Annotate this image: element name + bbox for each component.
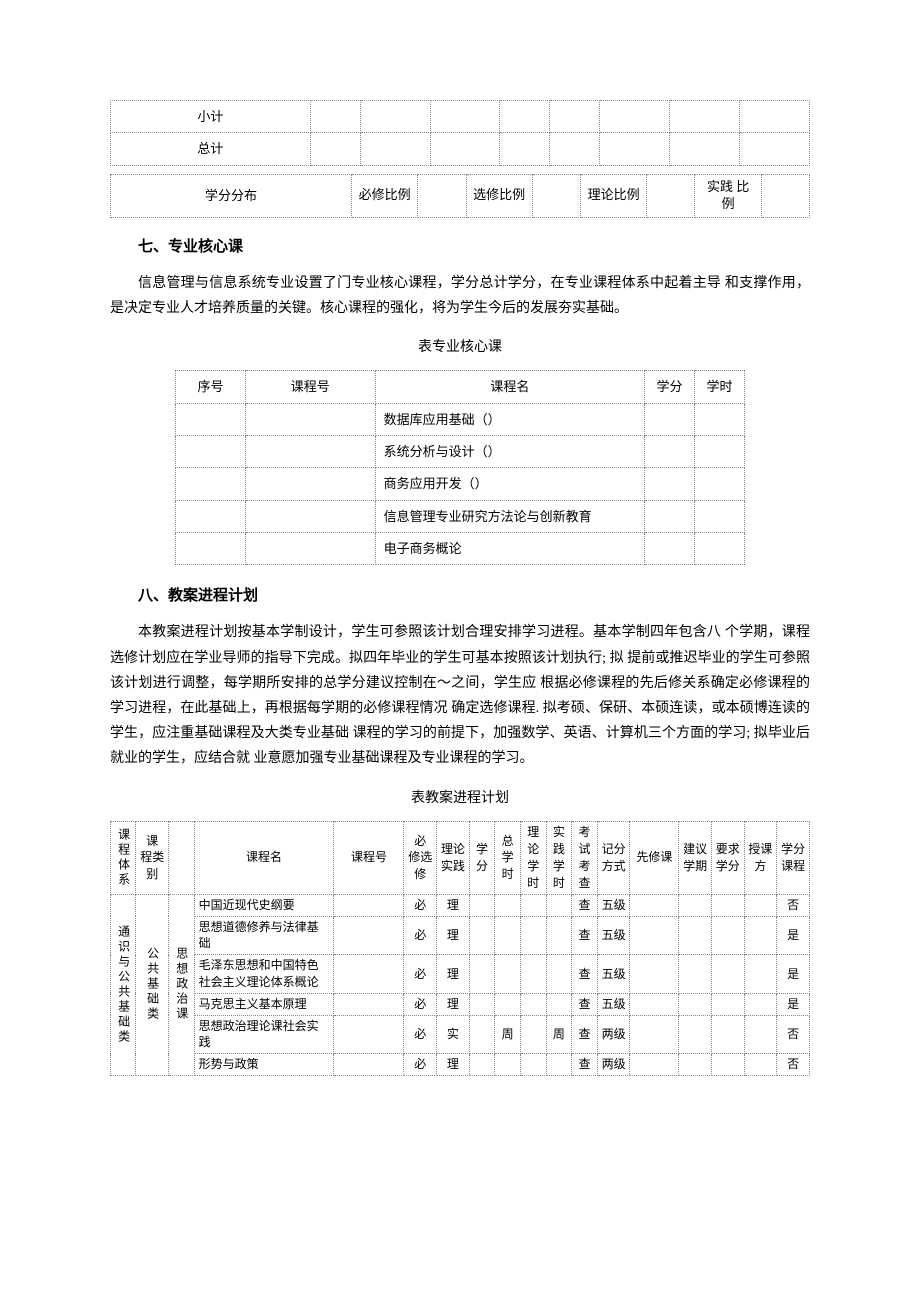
practice-ratio-label: 实践 比例 (695, 174, 761, 217)
hdr-cnum: 课程号 (334, 821, 404, 894)
cell-grade: 五级 (597, 916, 630, 955)
cell-split: 否 (777, 894, 810, 916)
hdr-cred: 学分 (469, 821, 495, 894)
col-num: 课程号 (245, 371, 375, 403)
section-7-body: 信息管理与信息系统专业设置了门专业核心课程，学分总计学分，在专业课程体系中起着主… (110, 271, 810, 321)
plan-course-name: 思想道德修养与法律基础 (194, 916, 334, 955)
table4-caption: 表教案进程计划 (110, 786, 810, 811)
cell-split: 是 (777, 916, 810, 955)
cell-type: 理 (437, 894, 470, 916)
dist-label: 学分分布 (111, 174, 352, 217)
hdr-sub (169, 821, 195, 894)
credit-distribution-table: 学分分布 必修比例 选修比例 理论比例 实践 比例 (110, 174, 810, 218)
cell-req: 必 (404, 993, 437, 1015)
cell-prac (546, 916, 572, 955)
cell-tot: 周 (495, 1015, 521, 1054)
hdr-reqcred: 要求学分 (711, 821, 744, 894)
course-name: 数据库应用基础（） (375, 403, 644, 435)
elect-ratio-label: 选修比例 (466, 174, 532, 217)
hdr-grade: 记分方式 (597, 821, 630, 894)
hdr-teacher: 授课方 (744, 821, 777, 894)
plan-course-name: 毛泽东思想和中国特色社会主义理论体系概论 (194, 955, 334, 994)
cell-exam: 查 (572, 894, 598, 916)
cell-split: 是 (777, 955, 810, 994)
col-hrs: 学时 (695, 371, 745, 403)
cell-type: 理 (437, 955, 470, 994)
section-8-body: 本教案进程计划按基本学制设计，学生可参照该计划合理安排学习进程。基本学制四年包含… (110, 620, 810, 771)
col-cred: 学分 (645, 371, 695, 403)
cell-tot (495, 894, 521, 916)
hdr-tot: 总学时 (495, 821, 521, 894)
hdr-type: 理论 实践 (437, 821, 470, 894)
cell-tot (495, 1054, 521, 1076)
cell-exam: 查 (572, 1054, 598, 1076)
cell-grade: 两级 (597, 1015, 630, 1054)
cell-grade: 五级 (597, 955, 630, 994)
teaching-plan-table: 课程体系 课 程类 别 课程名 课程号 必 修选 修 理论 实践 学分 总学时 … (110, 821, 810, 1076)
cell-type: 理 (437, 916, 470, 955)
hdr-theory: 理论学时 (520, 821, 546, 894)
cell-tot (495, 916, 521, 955)
total-label: 总计 (111, 133, 311, 165)
plan-course-name: 形势与政策 (194, 1054, 334, 1076)
hdr-system: 课程体系 (111, 821, 136, 894)
subtotal-table: 小计 总计 (110, 100, 810, 166)
cell-type: 理 (437, 1054, 470, 1076)
course-name: 电子商务概论 (375, 533, 644, 565)
plan-course-name: 思想政治理论课社会实践 (194, 1015, 334, 1054)
col-name: 课程名 (375, 371, 644, 403)
cell-tot (495, 955, 521, 994)
hdr-exam: 考试考查 (572, 821, 598, 894)
section-8-heading: 八、教案进程计划 (138, 583, 810, 610)
col-seq: 序号 (176, 371, 246, 403)
cell-grade: 五级 (597, 993, 630, 1015)
cell-prac: 周 (546, 1015, 572, 1054)
group-category: 公共基础类 (136, 894, 169, 1075)
plan-course-name: 中国近现代史纲要 (194, 894, 334, 916)
cell-exam: 查 (572, 993, 598, 1015)
course-name: 系统分析与设计（） (375, 435, 644, 467)
cell-prac (546, 1054, 572, 1076)
subtotal-label: 小计 (111, 101, 311, 133)
core-courses-table: 序号 课程号 课程名 学分 学时 数据库应用基础（） 系统分析与设计（） 商务应… (175, 370, 745, 565)
course-name: 商务应用开发（） (375, 468, 644, 500)
cell-grade: 两级 (597, 1054, 630, 1076)
cell-req: 必 (404, 955, 437, 994)
cell-tot (495, 993, 521, 1015)
cell-exam: 查 (572, 916, 598, 955)
cell-exam: 查 (572, 955, 598, 994)
hdr-category: 课 程类 别 (136, 821, 169, 894)
cell-split: 否 (777, 1054, 810, 1076)
cell-grade: 五级 (597, 894, 630, 916)
hdr-split: 学分课程 (777, 821, 810, 894)
table3-caption: 表专业核心课 (110, 335, 810, 360)
cell-split: 否 (777, 1015, 810, 1054)
theory-ratio-label: 理论比例 (581, 174, 647, 217)
cell-exam: 查 (572, 1015, 598, 1054)
cell-req: 必 (404, 916, 437, 955)
hdr-prereq: 先修课 (630, 821, 679, 894)
cell-req: 必 (404, 1054, 437, 1076)
cell-prac (546, 993, 572, 1015)
cell-split: 是 (777, 993, 810, 1015)
hdr-req: 必 修选 修 (404, 821, 437, 894)
hdr-sem: 建议学期 (679, 821, 712, 894)
req-ratio-label: 必修比例 (352, 174, 418, 217)
cell-prac (546, 894, 572, 916)
cell-req: 必 (404, 1015, 437, 1054)
hdr-cname: 课程名 (194, 821, 334, 894)
cell-type: 理 (437, 993, 470, 1015)
cell-req: 必 (404, 894, 437, 916)
section-7-heading: 七、专业核心课 (138, 234, 810, 261)
plan-course-name: 马克思主义基本原理 (194, 993, 334, 1015)
cell-type: 实 (437, 1015, 470, 1054)
group-system: 通识与公共基础类 (111, 894, 136, 1075)
course-name: 信息管理专业研究方法论与创新教育 (375, 500, 644, 532)
cell-prac (546, 955, 572, 994)
group-sub: 思想政治课 (169, 894, 195, 1075)
hdr-prac: 实践学时 (546, 821, 572, 894)
